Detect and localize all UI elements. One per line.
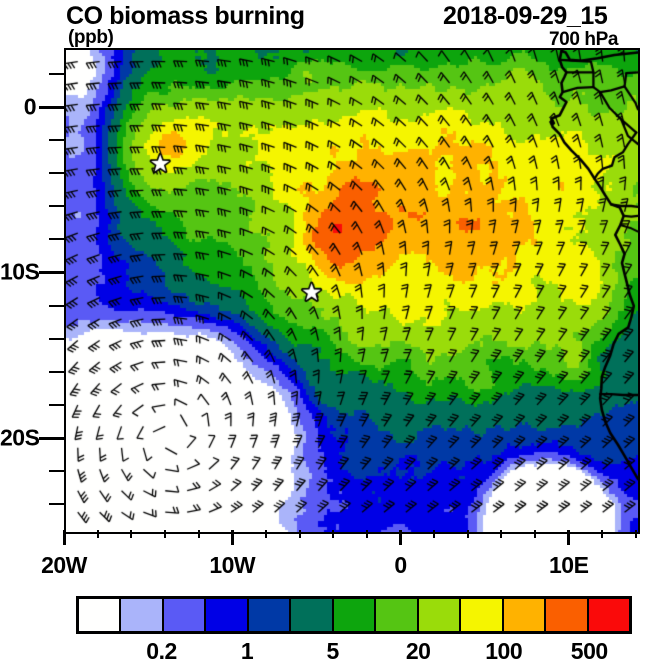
- page-title: CO biomass burning: [66, 2, 305, 30]
- y-axis-label-0: 0: [23, 93, 37, 120]
- y-tick-minor: [49, 73, 64, 76]
- x-axis-label-10W: 10W: [209, 552, 256, 578]
- x-tick-minor: [635, 530, 637, 538]
- colorbar-swatch-1: [121, 599, 164, 631]
- timestamp-label: 2018-09-29_15: [443, 2, 608, 30]
- y-axis-label-20S: 20S: [0, 424, 40, 451]
- colorbar: [76, 596, 632, 634]
- y-tick-minor: [49, 238, 64, 241]
- x-tick-minor: [332, 530, 335, 538]
- x-tick-minor: [130, 530, 133, 538]
- y-tick-minor: [49, 139, 64, 142]
- x-tick-minor: [365, 530, 368, 538]
- colorbar-swatch-4: [248, 599, 292, 631]
- x-tick-minor: [466, 530, 469, 538]
- y-tick-minor: [49, 502, 64, 505]
- y-tick-minor: [49, 304, 64, 307]
- y-tick-major: [39, 106, 64, 110]
- colorbar-label-5: 5: [326, 638, 339, 664]
- x-tick-minor: [433, 530, 436, 538]
- colorbar-swatch-11: [546, 599, 589, 631]
- colorbar-swatch-5: [291, 599, 334, 631]
- colorbar-label-100: 100: [485, 638, 523, 664]
- y-tick-minor: [49, 370, 64, 373]
- x-tick-minor: [601, 530, 604, 538]
- y-tick-major: [39, 271, 64, 275]
- x-axis-label-20W: 20W: [41, 552, 87, 578]
- x-axis-label-10E: 10E: [548, 552, 589, 578]
- x-tick-minor: [500, 530, 503, 538]
- x-tick-minor: [163, 530, 166, 538]
- co-concentration-heatmap: [66, 50, 638, 532]
- y-tick-minor: [49, 469, 64, 472]
- colorbar-swatch-7: [376, 599, 419, 631]
- y-axis-label-10S: 10S: [0, 258, 40, 285]
- colorbar-swatch-6: [333, 599, 377, 631]
- y-tick-minor: [49, 172, 64, 175]
- colorbar-swatch-0: [79, 599, 122, 631]
- y-tick-minor: [49, 403, 64, 406]
- y-tick-minor: [49, 205, 64, 208]
- colorbar-swatch-12: [588, 599, 630, 631]
- x-tick-major: [230, 530, 234, 545]
- map-plot-area[interactable]: [64, 48, 640, 534]
- colorbar-swatch-9: [461, 599, 504, 631]
- x-tick-minor: [534, 530, 537, 538]
- colorbar-swatch-10: [503, 599, 547, 631]
- x-tick-minor: [197, 530, 200, 538]
- pressure-level-label: 700 hPa: [549, 29, 619, 50]
- y-tick-major: [39, 436, 64, 440]
- y-tick-minor: [49, 337, 64, 340]
- colorbar-swatch-2: [163, 599, 207, 631]
- colorbar-label-500: 500: [570, 638, 608, 664]
- colorbar-swatch-8: [418, 599, 462, 631]
- units-label: (ppb): [68, 27, 114, 48]
- colorbar-label-0.2: 0.2: [146, 638, 177, 664]
- x-tick-major: [567, 530, 571, 545]
- colorbar-label-1: 1: [240, 638, 254, 664]
- x-tick-major: [62, 530, 66, 545]
- colorbar-label-20: 20: [405, 638, 431, 664]
- x-tick-minor: [264, 530, 267, 538]
- colorbar-swatch-3: [206, 599, 249, 631]
- x-axis-label-0: 0: [394, 552, 407, 578]
- x-tick-minor: [96, 530, 99, 538]
- x-tick-minor: [298, 530, 301, 538]
- x-tick-major: [398, 530, 402, 545]
